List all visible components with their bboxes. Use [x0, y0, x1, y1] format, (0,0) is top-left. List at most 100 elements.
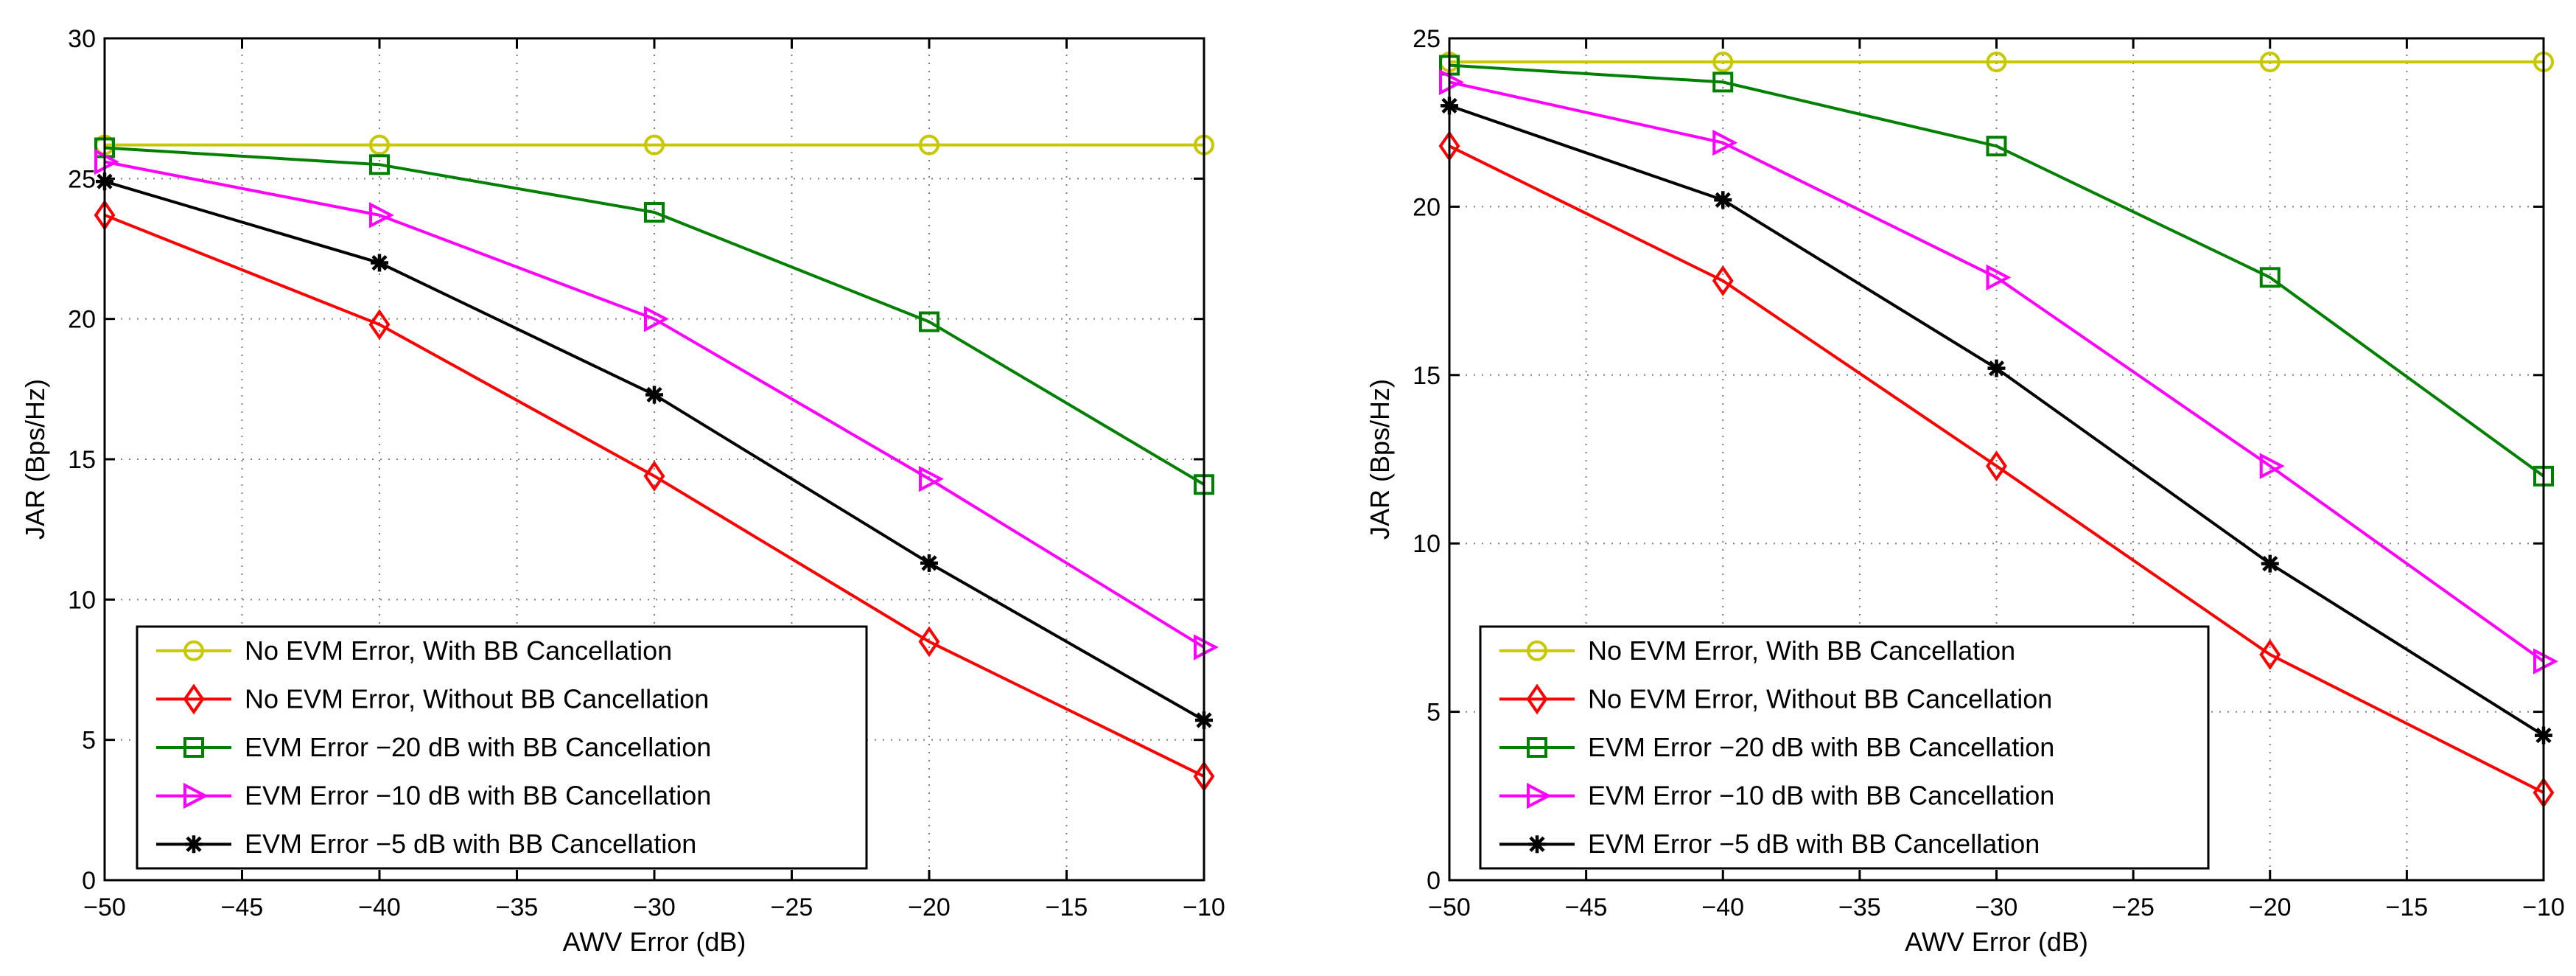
right-series-4-point: [1439, 69, 1464, 96]
left-legend-entry: EVM Error −10 dB with BB Cancellation: [156, 781, 711, 811]
right-xtick-label: −25: [2112, 893, 2155, 921]
left-xtick-label: −40: [358, 893, 401, 921]
right-ytick-label: 5: [1427, 699, 1441, 727]
right-series-4-point: [1712, 129, 1738, 156]
left-series-4-point: [644, 305, 669, 332]
right-ytick-label: 25: [1413, 25, 1441, 53]
left-xtick-label: −15: [1046, 893, 1088, 921]
left-legend: No EVM Error, With BB Cancellation No EVM…: [136, 625, 868, 870]
right-series-4: [1439, 69, 2558, 675]
left-series-2-point: [368, 309, 391, 341]
right-legend-marker: [1526, 683, 1548, 715]
left-xtick-label: −35: [496, 893, 539, 921]
left-legend-label: EVM Error −20 dB with BB Cancellation: [245, 732, 711, 762]
left-series-2-point: [918, 626, 940, 658]
left-legend-label: No EVM Error, Without BB Cancellation: [245, 683, 709, 714]
left-y-axis-label: JAR (Bps/Hz): [20, 379, 50, 540]
right-legend-label: No EVM Error, With BB Cancellation: [1588, 635, 2015, 666]
right-ytick-label: 20: [1413, 193, 1441, 221]
left-series-3-point: [919, 311, 939, 332]
left-legend-entry: No EVM Error, With BB Cancellation: [156, 635, 672, 666]
right-series-5-point: [1987, 359, 2006, 377]
right-ytick-label: 10: [1413, 530, 1441, 558]
left-ytick-label: 15: [68, 446, 96, 474]
left-legend-box: [136, 625, 868, 870]
left-series-5-point: [920, 554, 938, 572]
right-xtick-label: −20: [2249, 893, 2292, 921]
right-series-4-point: [2533, 648, 2558, 675]
left-legend-label: No EVM Error, With BB Cancellation: [245, 635, 672, 666]
left-series-5-point: [371, 254, 388, 272]
left-series-4-line: [104, 160, 1205, 649]
left-xtick-label: −20: [908, 893, 951, 921]
left-series-2-line: [104, 213, 1205, 778]
left-series-4-point: [369, 202, 394, 229]
right-legend-entry: No EVM Error, With BB Cancellation: [1499, 635, 2015, 666]
left-legend-label: EVM Error −5 dB with BB Cancellation: [245, 829, 696, 859]
right-series-1-point: [1712, 51, 1734, 72]
left-legend-marker: [183, 737, 204, 758]
left-xtick-label: −30: [633, 893, 676, 921]
left-legend-marker: [183, 782, 209, 809]
right-series-2-point: [1712, 265, 1734, 296]
right-legend-label: EVM Error −5 dB with BB Cancellation: [1588, 829, 2040, 859]
right-legend: No EVM Error, With BB Cancellation No EVM…: [1479, 625, 2210, 870]
right-legend-label: EVM Error −10 dB with BB Cancellation: [1588, 781, 2054, 811]
right-series-5-point: [2261, 554, 2279, 573]
right-series-5-point: [1714, 191, 1732, 209]
left-series-4-point: [94, 148, 119, 175]
right-legend-entry: EVM Error −5 dB with BB Cancellation: [1499, 829, 2040, 859]
right-series-4-point: [1986, 264, 2012, 291]
left-series-1-point: [369, 134, 390, 156]
right-xtick-label: −50: [1428, 893, 1471, 921]
right-legend-marker: [1528, 835, 1546, 854]
left-series-4-point: [919, 465, 944, 492]
right-xtick-label: −40: [1701, 893, 1744, 921]
left-series-1-point: [919, 134, 939, 156]
right-y-axis-label: JAR (Bps/Hz): [1365, 379, 1395, 540]
left-series-2-point: [643, 460, 665, 492]
right-legend-marker: [1527, 640, 1547, 661]
right-legend-marker: [1527, 782, 1552, 809]
right-xtick-label: −45: [1565, 893, 1608, 921]
right-series-1-point: [2259, 51, 2281, 72]
right-series-3-point: [2259, 267, 2281, 288]
left-legend-marker: [183, 683, 205, 715]
right-series-4-line: [1449, 80, 2545, 663]
right-chart: −50 −45 −40 −35 −30 −25 −20 −15 −10 0 5 10 15 20 25 AWV…: [1365, 25, 2565, 957]
left-ytick-label: 5: [82, 727, 96, 755]
left-legend-marker: [183, 640, 204, 661]
right-series-1-point: [1986, 51, 2007, 72]
left-series-5-point: [645, 386, 663, 404]
left-series-3-line: [104, 146, 1205, 486]
right-xtick-label: −15: [2386, 893, 2429, 921]
right-legend-entry: No EVM Error, Without BB Cancellation: [1499, 683, 2052, 715]
left-legend-entry: No EVM Error, Without BB Cancellation: [156, 683, 709, 715]
right-legend-label: EVM Error −20 dB with BB Cancellation: [1588, 732, 2054, 762]
right-series-2-line: [1449, 144, 2544, 795]
left-xtick-label: −25: [771, 893, 813, 921]
left-legend-entry: EVM Error −20 dB with BB Cancellation: [156, 732, 711, 762]
right-legend-entry: EVM Error −20 dB with BB Cancellation: [1499, 732, 2054, 762]
right-xtick-label: −10: [2522, 893, 2565, 921]
left-xtick-label: −45: [221, 893, 264, 921]
left-series-4-point: [1194, 634, 1219, 660]
right-legend-label: No EVM Error, Without BB Cancellation: [1588, 683, 2052, 714]
right-legend-box: [1479, 625, 2210, 870]
left-series-4: [94, 148, 1219, 660]
right-series-2-point: [2259, 639, 2281, 670]
right-series-3-point: [1986, 136, 2007, 157]
left-grid: [105, 38, 1204, 880]
right-xtick-label: −30: [1975, 893, 2018, 921]
right-series-3-line: [1449, 63, 2545, 478]
left-series-1-point: [644, 134, 665, 156]
right-series-3: [1439, 55, 2554, 487]
left-ytick-label: 0: [82, 867, 96, 895]
right-xtick-label: −35: [1838, 893, 1881, 921]
left-ytick-label: 30: [68, 25, 96, 53]
left-series-3-point: [644, 202, 665, 223]
right-legend-marker: [1527, 737, 1547, 758]
left-x-axis-label: AWV Error (dB): [563, 927, 746, 957]
right-series-2-point: [1986, 450, 2007, 482]
